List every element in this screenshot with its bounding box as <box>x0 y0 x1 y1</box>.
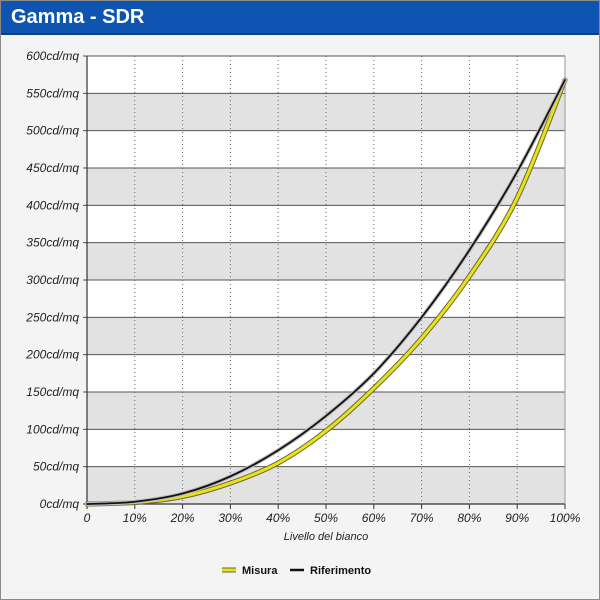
legend-misura-label: Misura <box>242 565 278 577</box>
x-tick-label: 100% <box>550 511 581 525</box>
y-tick-label: 600cd/mq <box>26 49 79 63</box>
x-tick-label: 80% <box>457 511 481 525</box>
y-tick-label: 0cd/mq <box>40 497 80 511</box>
x-tick-label: 70% <box>410 511 434 525</box>
y-tick-label: 450cd/mq <box>26 161 79 175</box>
y-tick-label: 150cd/mq <box>26 385 79 399</box>
x-tick-label: 30% <box>218 511 242 525</box>
grid-band <box>87 392 565 430</box>
chart-title: Gamma - SDR <box>11 6 145 28</box>
legend: Misura Riferimento <box>222 565 371 577</box>
title-bar: Gamma - SDR <box>1 1 599 35</box>
x-tick-label: 20% <box>170 511 195 525</box>
x-tick-label: 10% <box>123 511 147 525</box>
y-tick-label: 200cd/mq <box>25 348 79 362</box>
series-misura-line <box>85 78 567 506</box>
x-tick-label: 0 <box>84 511 91 525</box>
legend-riferimento-label: Riferimento <box>310 565 371 577</box>
grid-band <box>87 168 565 206</box>
y-tick-label: 500cd/mq <box>26 124 79 138</box>
x-tick-label: 40% <box>266 511 290 525</box>
y-tick-label: 300cd/mq <box>26 273 79 287</box>
x-axis-label: Livello del bianco <box>284 531 368 543</box>
x-tick-label: 60% <box>362 511 386 525</box>
y-tick-label: 350cd/mq <box>26 236 79 250</box>
y-tick-label: 50cd/mq <box>33 460 79 474</box>
x-tick-label: 90% <box>505 511 529 525</box>
y-tick-label: 550cd/mq <box>26 86 79 100</box>
series-riferimento-line <box>86 78 566 505</box>
y-tick-label: 250cd/mq <box>25 310 79 324</box>
x-tick-label: 50% <box>314 511 338 525</box>
y-tick-label: 400cd/mq <box>26 198 79 212</box>
y-tick-label: 100cd/mq <box>26 422 79 436</box>
